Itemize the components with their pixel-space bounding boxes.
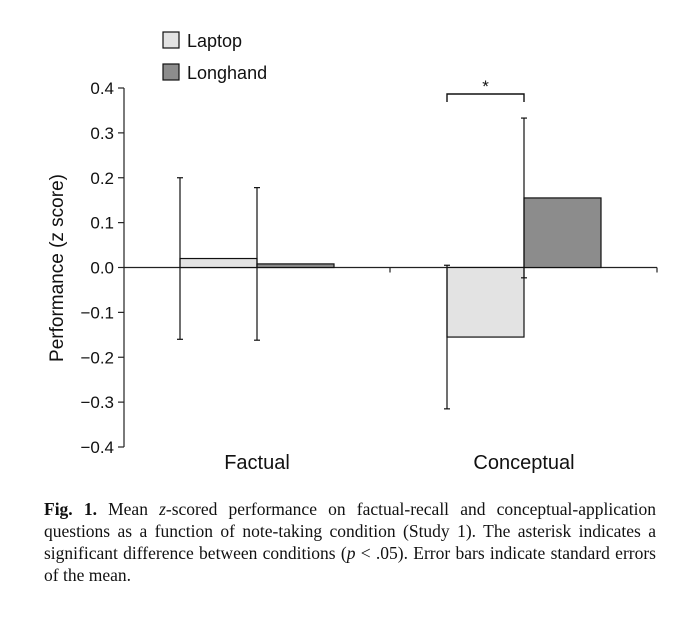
y-tick-label: −0.1	[80, 303, 114, 322]
bar-laptop-conceptual	[446, 266, 525, 338]
bar-chart: 0.4 0.3 0.2 0.1 0.0 −0.1 −0.2 −0.3 −0.4 Performan…	[47, 31, 658, 474]
y-tick-label: −0.2	[80, 348, 114, 367]
y-tick-label: −0.4	[80, 438, 114, 457]
bar-laptop-factual	[179, 257, 258, 269]
bar-longhand-conceptual	[523, 197, 602, 269]
bar-longhand-factual	[256, 263, 335, 269]
y-tick-label: 0.1	[90, 214, 114, 233]
legend-label-laptop: Laptop	[187, 31, 242, 51]
caption-italic-z: z	[159, 499, 166, 519]
legend-label-longhand: Longhand	[187, 63, 267, 83]
y-tick-label: 0.2	[90, 169, 114, 188]
x-category-label: Conceptual	[473, 452, 574, 474]
caption-text-3: < .05). Error bars indicate standard err…	[44, 543, 656, 585]
legend-swatch-longhand	[162, 63, 180, 81]
figure-caption: Fig. 1. Mean z-scored performance on fac…	[44, 498, 656, 586]
y-tick-label: −0.3	[80, 393, 114, 412]
y-tick-label: 0.3	[90, 124, 114, 143]
x-category-label: Factual	[224, 452, 290, 474]
caption-italic-p: p	[346, 543, 356, 563]
caption-text-1: Mean	[96, 499, 160, 519]
y-tick-label: 0.4	[90, 79, 114, 98]
y-axis-label: Performance (z score)	[47, 174, 68, 362]
legend-swatch-laptop	[162, 31, 180, 49]
significance-bracket	[446, 93, 525, 102]
caption-text-2: -scored performance on factual-recall an…	[44, 499, 656, 563]
significance-asterisk: *	[482, 77, 489, 96]
caption-label: Fig. 1.	[44, 499, 97, 519]
y-tick-label: 0.0	[90, 259, 114, 278]
